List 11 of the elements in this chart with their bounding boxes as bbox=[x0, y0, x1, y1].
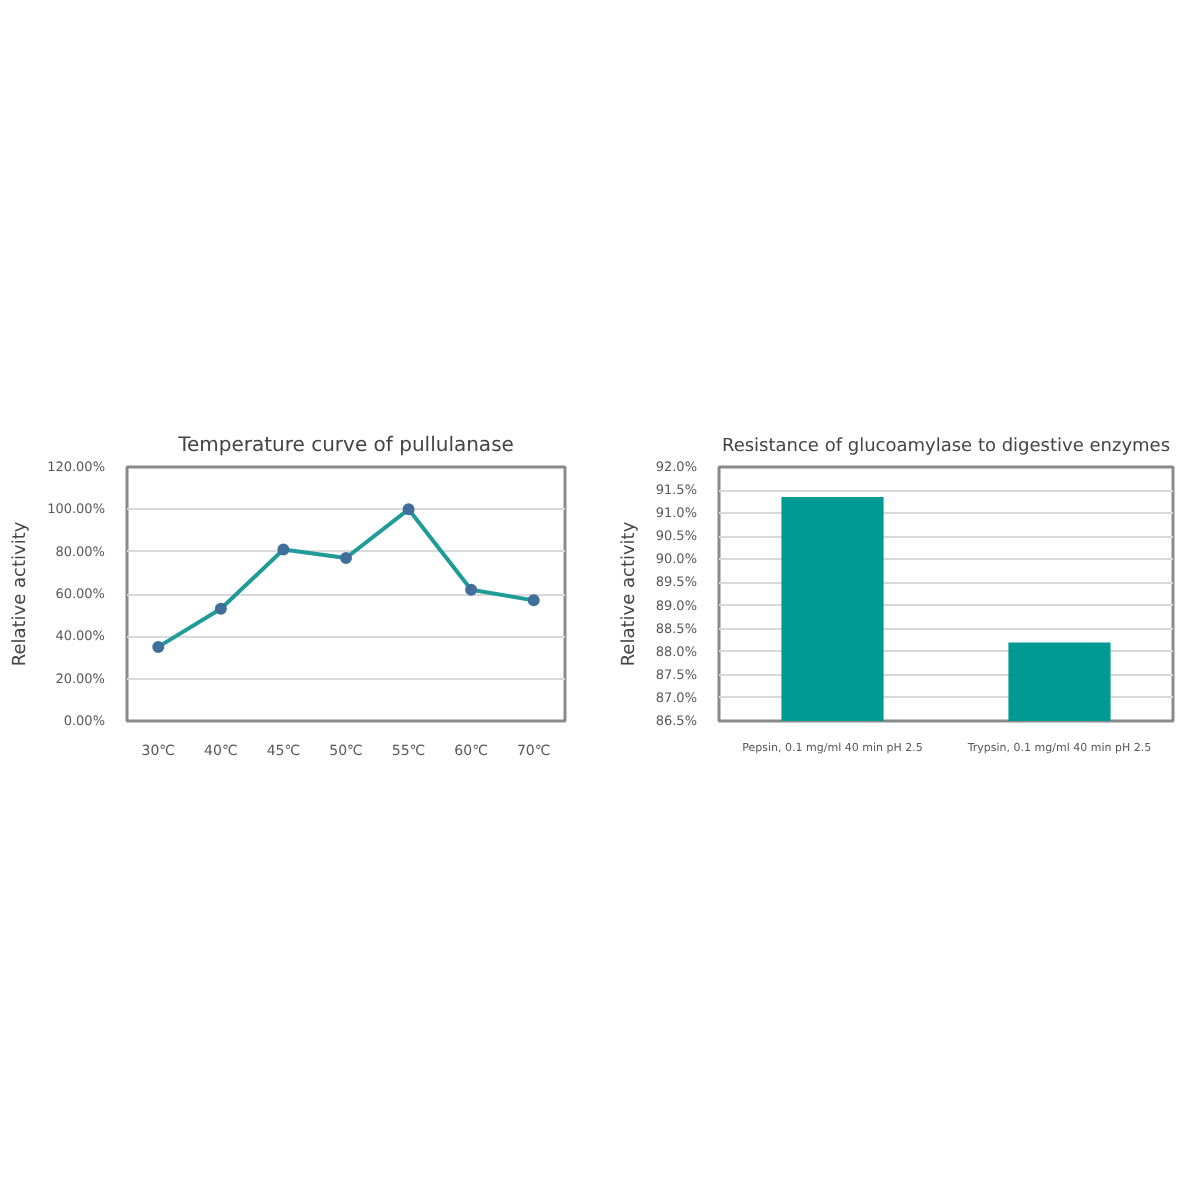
point bbox=[214, 602, 227, 615]
y-axis-title: Relative activity bbox=[619, 520, 640, 667]
point bbox=[277, 543, 290, 556]
point bbox=[527, 594, 540, 607]
point bbox=[340, 552, 352, 565]
point bbox=[152, 640, 165, 653]
point bbox=[465, 583, 478, 596]
chart-title: Resistance of glucoamylase to digestive enzymes bbox=[721, 437, 1171, 457]
point bbox=[402, 503, 415, 516]
y-axis-title: Relative activity bbox=[11, 520, 32, 667]
chart-title: Temperature curve of pullulanase bbox=[176, 435, 514, 457]
